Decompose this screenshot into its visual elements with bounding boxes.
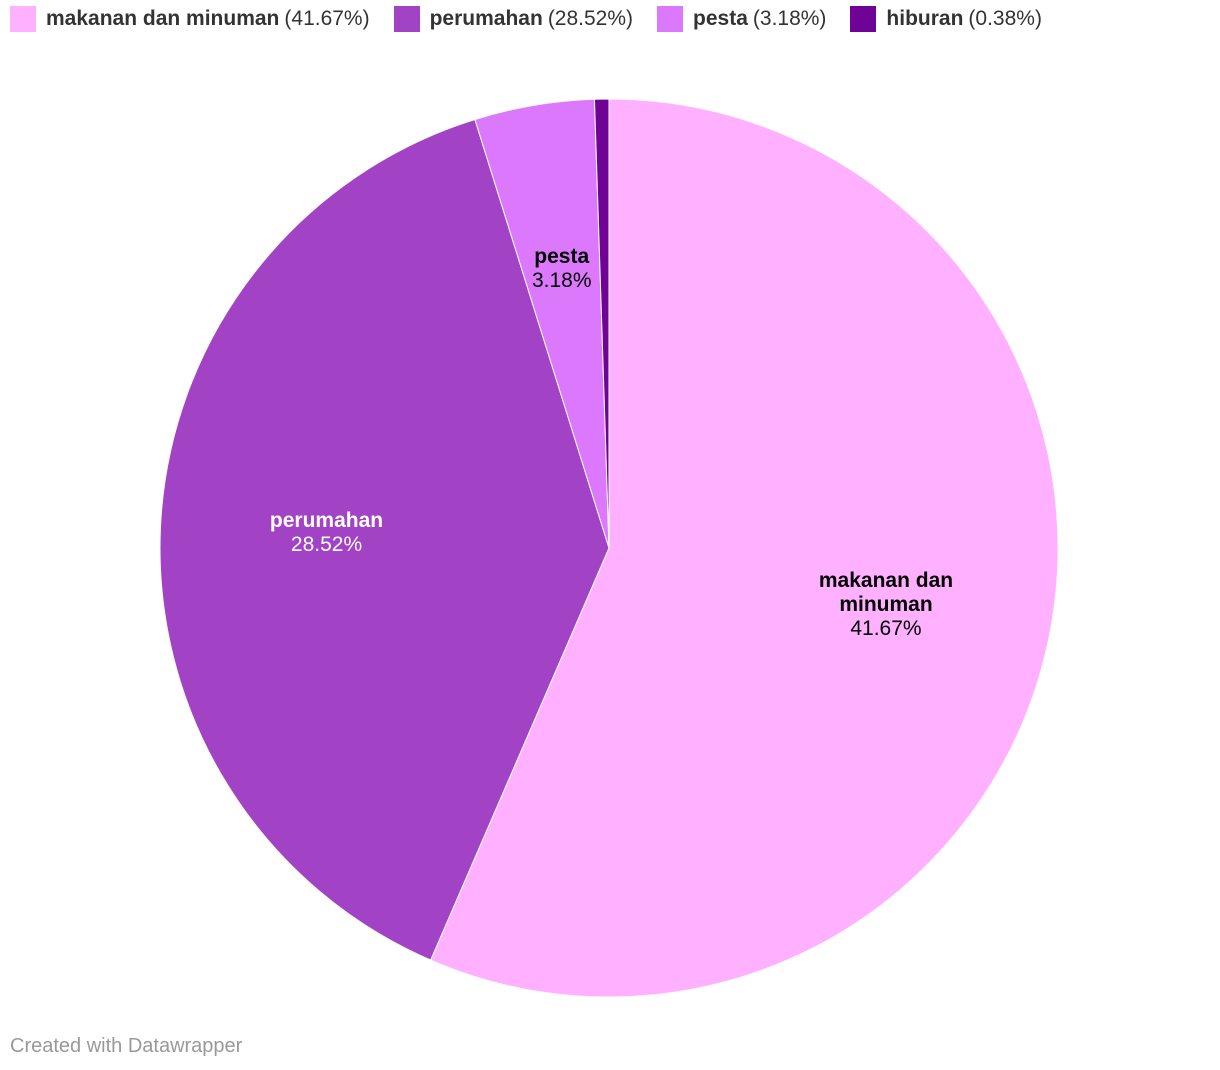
slice-name: makanan dan minuman	[818, 569, 954, 617]
slice-value: 28.52%	[290, 533, 363, 557]
footer: Created with Datawrapper	[10, 1035, 243, 1057]
legend-label: hiburan (0.38%)	[886, 7, 1042, 31]
legend-name: pesta	[693, 7, 748, 30]
legend: makanan dan minuman (41.67%) perumahan (28.…	[10, 6, 1042, 32]
pie-slice	[593, 98, 610, 549]
legend-label: perumahan (28.52%)	[430, 7, 633, 31]
legend-name: hiburan	[886, 7, 964, 30]
legend-label: makanan dan minuman (41.67%)	[46, 7, 370, 31]
slice-label: perumahan 28.52%	[270, 509, 383, 557]
legend-item: makanan dan minuman (41.67%)	[10, 6, 370, 32]
legend-value: (28.52%)	[547, 7, 634, 30]
slice-label: pesta 3.18%	[532, 245, 592, 293]
legend-value: (3.18%)	[752, 7, 827, 30]
legend-swatch	[657, 6, 684, 32]
legend-value: (41.67%)	[284, 7, 370, 30]
slice-value: 41.67%	[850, 617, 922, 641]
legend-swatch	[10, 6, 36, 32]
slice-label: makanan dan minuman 41.67%	[801, 569, 971, 641]
slice-name: pesta	[534, 245, 590, 269]
legend-item: pesta (3.18%)	[657, 6, 826, 32]
legend-item: hiburan (0.38%)	[850, 6, 1042, 32]
legend-swatch	[850, 6, 877, 32]
legend-name: makanan dan minuman	[46, 7, 280, 30]
slice-name: perumahan	[269, 509, 384, 533]
legend-value: (0.38%)	[968, 7, 1042, 30]
legend-swatch	[393, 6, 420, 32]
slice-value: 3.18%	[531, 269, 592, 293]
legend-name: perumahan	[429, 7, 543, 30]
pie-slice	[429, 98, 1059, 998]
pie-slice	[159, 118, 610, 961]
legend-label: pesta (3.18%)	[693, 7, 826, 31]
legend-item: perumahan (28.52%)	[393, 6, 633, 32]
